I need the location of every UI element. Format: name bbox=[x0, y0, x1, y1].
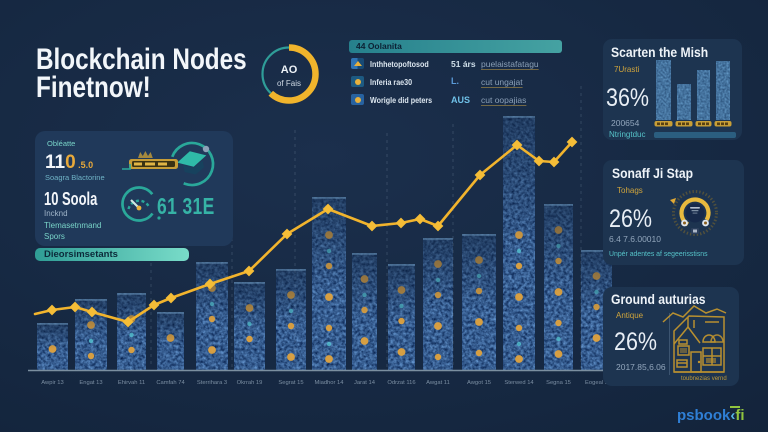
svg-text:Okrrah 19: Okrrah 19 bbox=[237, 380, 263, 386]
svg-text:Jarat 14: Jarat 14 bbox=[354, 380, 376, 386]
svg-text:Odrzat 116: Odrzat 116 bbox=[387, 380, 415, 386]
svg-text:Miadhor 14: Miadhor 14 bbox=[314, 380, 344, 386]
svg-text:Awgat 11: Awgat 11 bbox=[426, 380, 450, 386]
svg-text:Sterrihara 3: Sterrihara 3 bbox=[197, 380, 227, 386]
svg-text:Awpir 13: Awpir 13 bbox=[41, 380, 63, 386]
svg-text:Sterwed 14: Sterwed 14 bbox=[504, 380, 534, 386]
svg-text:Engat 13: Engat 13 bbox=[79, 380, 102, 386]
svg-text:Segrat 15: Segrat 15 bbox=[278, 380, 303, 386]
svg-text:Ehirvah 11: Ehirvah 11 bbox=[118, 380, 145, 386]
svg-text:Awgot 15: Awgot 15 bbox=[467, 380, 491, 386]
svg-text:Camfah 74: Camfah 74 bbox=[156, 380, 185, 386]
svg-text:of Fais: of Fais bbox=[277, 79, 301, 88]
svg-text:Segna 15: Segna 15 bbox=[546, 380, 571, 386]
svg-text:Eogeal 5: Eogeal 5 bbox=[585, 380, 608, 386]
svg-text:AO: AO bbox=[281, 64, 298, 76]
